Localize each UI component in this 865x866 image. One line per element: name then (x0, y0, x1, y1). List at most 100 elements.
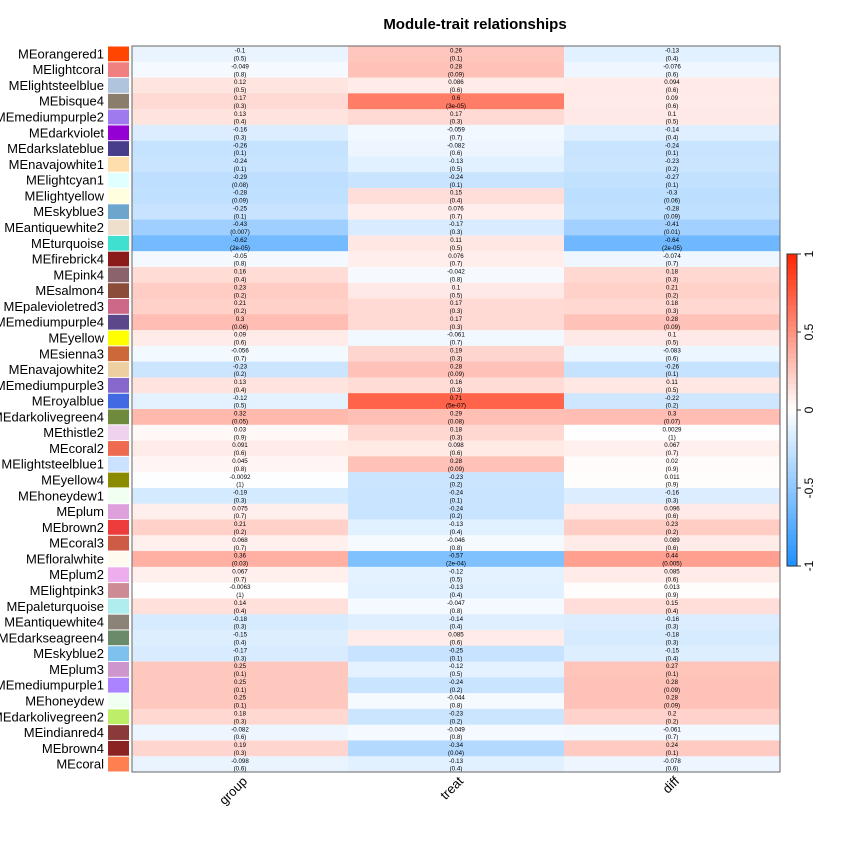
cell-correlation-label: 0.1 (668, 332, 677, 339)
heatmap-cell (348, 266, 565, 284)
cell-correlation-label: 0.02 (666, 458, 679, 465)
cell-pvalue-label: (0.1) (666, 750, 679, 757)
colorbar-tick-label: 0.5 (802, 323, 816, 340)
module-swatch-MEfloralwhite (108, 551, 129, 567)
row-label-MEindianred4: MEindianred4 (24, 725, 104, 740)
heatmap-cell (132, 298, 349, 315)
cell-pvalue-label: (0.5) (450, 671, 463, 678)
heatmap-cell (564, 535, 781, 552)
cell-pvalue-label: (0.1) (234, 150, 247, 157)
heatmap-cell (132, 282, 349, 300)
cell-correlation-label: -0.098 (231, 758, 249, 765)
module-swatch-MEbrown2 (108, 519, 129, 535)
cell-correlation-label: -0.23 (233, 363, 248, 370)
cell-pvalue-label: (0.2) (450, 718, 463, 725)
column-label-group: group (216, 774, 250, 808)
cell-pvalue-label: (0.5) (234, 56, 247, 63)
cell-correlation-label: -0.17 (233, 647, 248, 654)
cell-pvalue-label: (0.6) (666, 513, 679, 520)
cell-correlation-label: -0.059 (447, 127, 465, 134)
cell-correlation-label: 0.17 (450, 300, 463, 307)
cell-pvalue-label: (0.4) (450, 529, 463, 536)
heatmap-cell (132, 424, 349, 442)
heatmap-cell (132, 598, 349, 615)
cell-pvalue-label: (0.9) (666, 482, 679, 489)
colorbar-segment (787, 300, 797, 307)
module-swatch-MEantiquewhite2 (108, 220, 129, 235)
colorbar-segment (787, 384, 797, 390)
cell-pvalue-label: (0.4) (450, 766, 463, 773)
cell-pvalue-label: (0.09) (664, 324, 680, 331)
cell-pvalue-label: (0.7) (234, 355, 247, 362)
cell-correlation-label: -0.0092 (230, 474, 252, 481)
row-label-MEhoneydew: MEhoneydew (25, 693, 104, 708)
cell-pvalue-label: (0.3) (234, 624, 247, 631)
cell-correlation-label: -0.16 (233, 127, 248, 134)
row-label-MElightcoral: MElightcoral (32, 62, 104, 77)
cell-pvalue-label: (0.8) (234, 466, 247, 473)
heatmap-cell (348, 503, 565, 520)
heatmap-cell (348, 551, 565, 568)
heatmap-cell (564, 677, 781, 694)
heatmap-cell (132, 188, 349, 205)
cell-pvalue-label: (5e-07) (446, 403, 466, 410)
heatmap-cell (132, 661, 349, 678)
heatmap-cell (132, 219, 349, 236)
cell-pvalue-label: (2e-05) (662, 245, 682, 252)
heatmap-cell (132, 266, 349, 284)
heatmap-cell (348, 677, 565, 694)
colorbar: 1 0.5 0 -0.5 -1 (786, 250, 816, 571)
column-label-diff: diff (659, 773, 682, 796)
heatmap-cell (348, 582, 565, 599)
module-swatch-MEroyalblue (108, 393, 129, 409)
cell-correlation-label: 0.15 (666, 600, 679, 607)
colorbar-segment (787, 420, 797, 427)
heatmap-cell (564, 424, 781, 442)
cell-pvalue-label: (0.6) (450, 87, 463, 94)
cell-correlation-label: -0.061 (447, 332, 465, 339)
module-swatch-MElightyellow (108, 188, 129, 204)
row-label-MEdarkolivegreen4: MEdarkolivegreen4 (0, 409, 104, 424)
colorbar-segment (787, 290, 797, 297)
heatmap-cell (564, 456, 781, 473)
module-swatch-MEantiquewhite4 (108, 614, 129, 630)
cell-pvalue-label: (0.6) (666, 87, 679, 94)
heatmap-cell (348, 46, 565, 63)
colorbar-tick-label: -1 (802, 560, 816, 571)
colorbar-tick-label: 1 (802, 250, 816, 257)
cell-pvalue-label: (0.3) (666, 497, 679, 504)
cell-correlation-label: 0.25 (234, 663, 247, 670)
cell-correlation-label: 0.17 (234, 95, 247, 102)
cell-correlation-label: 0.44 (666, 553, 679, 560)
row-label-MEantiquewhite2: MEantiquewhite2 (4, 220, 104, 235)
cell-pvalue-label: (0.6) (234, 340, 247, 347)
module-swatch-MEcoral3 (108, 535, 129, 551)
heatmap-cell (132, 629, 349, 647)
row-label-MEantiquewhite4: MEantiquewhite4 (4, 615, 104, 630)
column-labels: group treat diff (216, 773, 682, 807)
cell-pvalue-label: (0.8) (234, 261, 247, 268)
cell-pvalue-label: (0.8) (450, 545, 463, 552)
module-swatch-MEcoral (108, 756, 129, 772)
module-swatch-MElightpink3 (108, 583, 129, 598)
cell-pvalue-label: (0.09) (448, 71, 464, 78)
heatmap-cell (132, 251, 349, 268)
heatmap-cell (564, 740, 781, 757)
cell-pvalue-label: (0.6) (234, 734, 247, 741)
colorbar-segment (787, 441, 797, 447)
module-swatch-MEmediumpurple2 (108, 109, 129, 125)
cell-pvalue-label: (0.5) (450, 292, 463, 299)
cell-correlation-label: 0.013 (664, 584, 680, 591)
heatmap-cell (564, 661, 781, 678)
heatmap-cell (348, 361, 565, 378)
heatmap-cell (564, 756, 781, 773)
cell-correlation-label: -0.57 (449, 553, 464, 560)
cell-pvalue-label: (0.2) (234, 529, 247, 536)
colorbar-segment (787, 332, 797, 338)
module-swatch-MEsalmon4 (108, 283, 129, 299)
row-label-MEroyalblue: MEroyalblue (32, 394, 104, 409)
cell-correlation-label: 0.089 (664, 537, 680, 544)
heatmap-cell (348, 661, 565, 678)
cell-correlation-label: -0.074 (663, 253, 681, 260)
cell-pvalue-label: (0.3) (450, 229, 463, 236)
